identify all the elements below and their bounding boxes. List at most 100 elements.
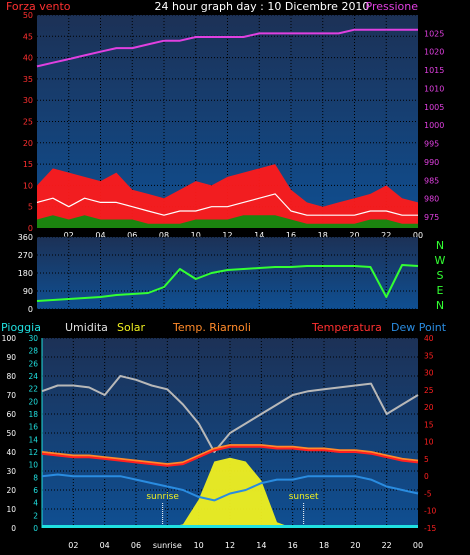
axis-tick-label: 995 — [424, 140, 439, 149]
axis-tick-label: 10 — [23, 181, 33, 190]
axis-tick-label: 20 — [28, 397, 38, 406]
axis-tick-label: 12 — [28, 448, 38, 457]
axis-tick-label: 980 — [424, 195, 439, 204]
axis-tick-label: 2 — [33, 511, 38, 520]
x-tick-label: 14 — [256, 541, 266, 550]
axis-tick-label: 0 — [33, 524, 38, 533]
x-tick-label: 12 — [225, 541, 235, 550]
legend-pioggia: Pioggia — [1, 321, 41, 334]
legend-solar: Solar — [117, 321, 146, 334]
x-tick-label: 16 — [288, 541, 298, 550]
x-tick-label: 22 — [382, 541, 392, 550]
axis-tick-label: 14 — [28, 435, 38, 444]
axis-tick-label: 20 — [6, 486, 16, 495]
axis-tick-label: 50 — [6, 429, 16, 438]
axis-tick-label: 40 — [6, 448, 16, 457]
legend-dew-point: Dew Point — [391, 321, 447, 334]
series-raffica — [37, 164, 418, 228]
x-tick-label: 10 — [191, 231, 201, 240]
axis-tick-label: 5 — [28, 203, 33, 212]
axis-tick-label: 1025 — [424, 29, 444, 38]
compass-label: S — [437, 269, 444, 282]
x-tick-label: sunrise — [153, 541, 182, 550]
axis-tick-label: 15 — [23, 160, 33, 169]
compass-label: N — [436, 239, 444, 252]
series-pressione — [36, 28, 418, 68]
axis-tick-label: 40 — [23, 54, 33, 63]
axis-tick-label: 16 — [28, 423, 38, 432]
sunrise-label: sunrise — [146, 492, 179, 502]
x-tick-label: 20 — [349, 231, 359, 240]
axis-tick-label: 0 — [424, 472, 429, 481]
compass-label: W — [435, 254, 446, 267]
axis-tick-label: 0 — [11, 524, 16, 533]
x-tick-label: 10 — [194, 541, 204, 550]
axis-tick-label: 90 — [23, 287, 33, 296]
compass-label: E — [437, 284, 444, 297]
axis-tick-label: -10 — [424, 507, 436, 516]
x-tick-label: 16 — [286, 231, 296, 240]
x-tick-label: 06 — [127, 231, 137, 240]
x-tick-label: 18 — [318, 231, 328, 240]
x-tick-label: 02 — [64, 231, 74, 240]
x-tick-label: 22 — [381, 231, 391, 240]
axis-tick-label: 30 — [28, 334, 38, 343]
axis-tick-label: 60 — [6, 410, 16, 419]
x-tick-label: 04 — [100, 541, 110, 550]
x-tick-label: 14 — [254, 231, 264, 240]
axis-tick-label: 1000 — [424, 121, 444, 130]
axis-tick-label: 30 — [6, 467, 16, 476]
axis-tick-label: 90 — [6, 353, 16, 362]
axis-tick-label: 26 — [28, 359, 38, 368]
axis-tick-label: 6 — [33, 486, 38, 495]
series-umidita — [41, 375, 419, 453]
axis-tick-label: 30 — [23, 96, 33, 105]
sunset-label: sunset — [289, 492, 319, 502]
axis-tick-label: -5 — [424, 489, 432, 498]
x-tick-label: 12 — [222, 231, 232, 240]
axis-tick-label: 990 — [424, 158, 439, 167]
axis-tick-label: 10 — [28, 461, 38, 470]
axis-tick-label: 10 — [6, 505, 16, 514]
compass-label: N — [436, 299, 444, 312]
x-tick-label: 02 — [68, 541, 78, 550]
x-tick-label: 08 — [159, 231, 169, 240]
axis-tick-label: 1020 — [424, 48, 444, 57]
x-tick-label: 20 — [350, 541, 360, 550]
x-tick-label: 18 — [319, 541, 329, 550]
series-temp-riarnoli — [41, 444, 419, 466]
axis-tick-label: 180 — [18, 269, 33, 278]
axis-tick-label: 25 — [424, 386, 434, 395]
legend-umidita: Umidita — [65, 321, 108, 334]
chart-title: 24 hour graph day : 10 Dicembre 2010 — [155, 0, 370, 13]
axis-tick-label: 25 — [23, 118, 33, 127]
rain-baseline — [42, 525, 418, 528]
axis-tick-label: 985 — [424, 176, 439, 185]
legend-temp-riarnoli: Temp. Riarnoli — [172, 321, 251, 334]
axis-tick-label: 35 — [424, 351, 434, 360]
axis-tick-label: 20 — [23, 139, 33, 148]
axis-tick-label: 975 — [424, 213, 439, 222]
axis-tick-label: 80 — [6, 372, 16, 381]
axis-tick-label: 1010 — [424, 84, 444, 93]
x-tick-label: 00 — [413, 541, 423, 550]
series-temperatura — [41, 445, 419, 467]
axis-tick-label: 1005 — [424, 103, 444, 112]
axis-tick-label: 360 — [18, 233, 33, 242]
x-tick-label: 06 — [131, 541, 141, 550]
series-direzione — [36, 264, 419, 302]
series-vento — [37, 215, 418, 228]
axis-tick-label: 0 — [28, 305, 33, 314]
axis-tick-label: 4 — [33, 499, 38, 508]
wind-axis-label: Forza vento — [6, 0, 71, 13]
axis-tick-label: 45 — [23, 32, 33, 41]
axis-tick-label: 30 — [424, 369, 434, 378]
axis-tick-label: 8 — [33, 473, 38, 482]
axis-tick-label: 70 — [6, 391, 16, 400]
axis-tick-label: 270 — [18, 251, 33, 260]
legend-temperatura: Temperatura — [311, 321, 382, 334]
axis-tick-label: 1015 — [424, 66, 444, 75]
axis-tick-label: -15 — [424, 524, 436, 533]
